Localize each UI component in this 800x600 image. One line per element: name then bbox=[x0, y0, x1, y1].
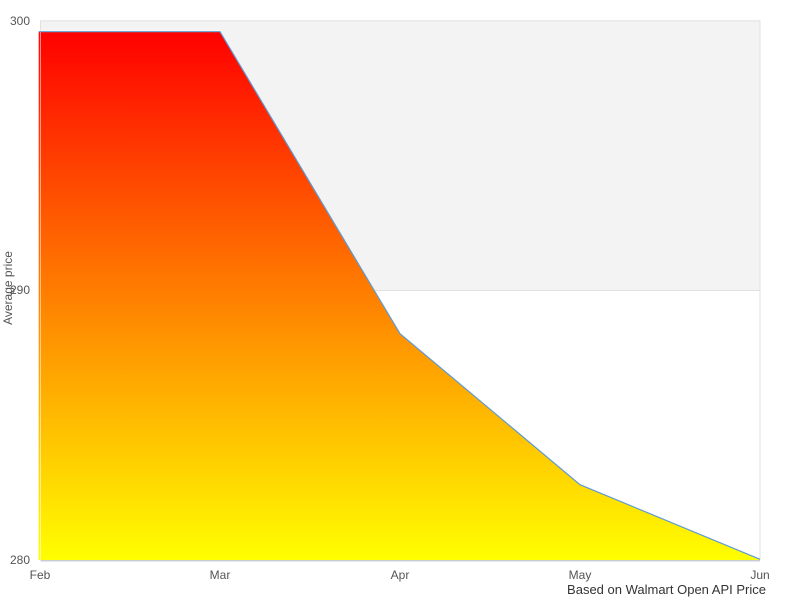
svg-text:May: May bbox=[569, 568, 592, 582]
svg-text:280: 280 bbox=[10, 553, 30, 567]
svg-text:Based on Walmart Open API Pric: Based on Walmart Open API Price bbox=[567, 582, 766, 597]
svg-text:Jun: Jun bbox=[750, 568, 769, 582]
svg-text:Feb: Feb bbox=[30, 568, 51, 582]
svg-text:290: 290 bbox=[10, 283, 30, 297]
svg-text:Apr: Apr bbox=[391, 568, 410, 582]
svg-text:300: 300 bbox=[10, 14, 30, 28]
svg-text:Mar: Mar bbox=[210, 568, 231, 582]
svg-text:Average price: Average price bbox=[1, 251, 15, 325]
